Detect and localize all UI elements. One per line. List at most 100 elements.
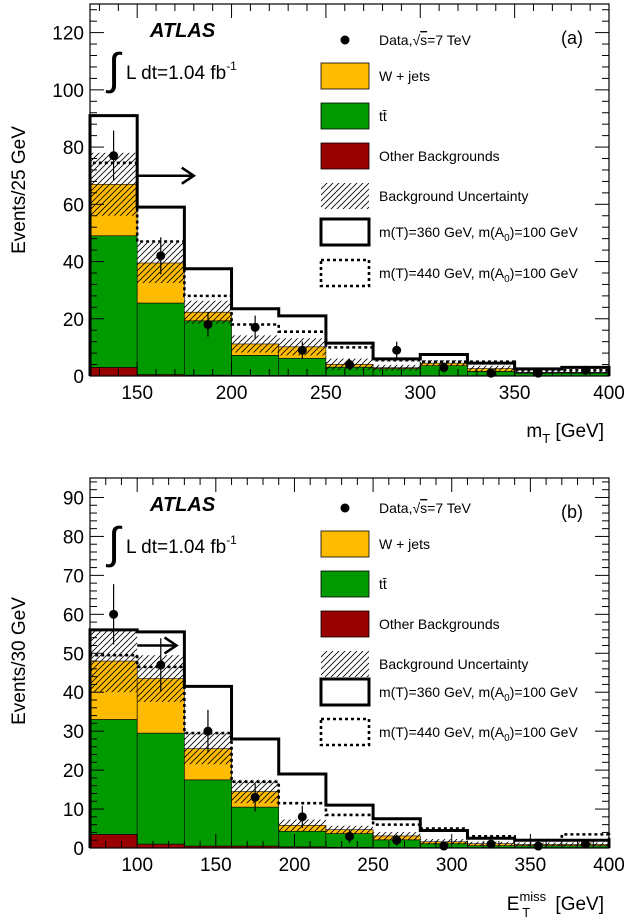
a-unc-band-3	[231, 335, 279, 353]
b-legend-other-label: Other Backgrounds	[379, 616, 500, 632]
a-integral-sign: ∫	[105, 45, 123, 94]
a-legend-ttbar-label: tt̄	[379, 108, 387, 124]
b-legend-wjets-swatch	[320, 530, 370, 558]
b-x-axis-label: Emiss T [GeV]	[507, 889, 604, 920]
b-legend-unc-label: Background Uncertainty	[379, 656, 528, 672]
a-ytick-label: 60	[63, 195, 84, 216]
a-ytick-label: 20	[63, 310, 84, 331]
b-stack-1-bar-3	[231, 806, 280, 847]
a-xtick-label: 400	[593, 383, 625, 404]
b-ytick-label: 40	[63, 683, 84, 704]
b-lumi-label: L dt=1.04 fb-1	[126, 533, 237, 558]
b-plot-frame	[89, 477, 610, 849]
a-data-point-10	[580, 365, 590, 375]
b-data-point-7	[439, 841, 449, 851]
b-stack-1-bar-2	[184, 779, 232, 847]
b-ytick-label: 70	[63, 566, 84, 587]
b-data-point-10	[580, 839, 590, 849]
b-legend-sig360-label: m(T)=360 GeV, m(A0)=100 GeV	[379, 684, 578, 704]
a-legend-data-marker	[340, 35, 350, 45]
a-legend-sig360-swatch	[319, 217, 371, 247]
b-data-point-9	[533, 841, 543, 851]
a-legend-unc-swatch	[321, 183, 369, 209]
b-signal-440-line	[88, 653, 611, 848]
b-stack-1-bar-1	[136, 732, 185, 845]
a-legend-data-label: Data,√s=7 TeV	[379, 32, 472, 48]
a-data-point-8	[486, 368, 496, 378]
a-legend-wjets-swatch	[320, 62, 370, 90]
b-atlas-label: ATLAS	[149, 494, 216, 516]
a-unc-band-2	[184, 300, 232, 324]
a-stack-1-bar-1	[136, 302, 185, 375]
a-legend-sig360-label: m(T)=360 GeV, m(A0)=100 GeV	[379, 224, 578, 244]
a-unc-band-6	[373, 364, 421, 371]
b-legend-sig440-label: m(T)=440 GeV, m(A0)=100 GeV	[379, 724, 578, 744]
b-legend-sig360-swatch	[319, 677, 371, 707]
b-data-point-4	[297, 812, 307, 822]
a-data-point-7	[439, 362, 449, 372]
a-legend-wjets-label: W + jets	[379, 68, 430, 84]
a-ytick-label: 80	[63, 138, 84, 159]
a-stack-1-bar-0	[89, 235, 138, 368]
a-legend-ttbar-swatch	[320, 102, 370, 130]
a-stack-0-bar-0	[89, 367, 138, 377]
b-cut-arrow-head	[163, 636, 179, 655]
a-data-point-1	[156, 251, 166, 261]
b-ytick-label: 90	[63, 488, 84, 509]
a-stack-1-bar-3	[231, 355, 280, 376]
a-legend-other-swatch	[320, 142, 370, 170]
b-y-axis-label: Events/30 GeV	[9, 597, 30, 725]
b-legend-wjets-label: W + jets	[379, 536, 430, 552]
b-legend-ttbar-swatch	[320, 570, 370, 598]
a-legend-sig440-label: m(T)=440 GeV, m(A0)=100 GeV	[379, 265, 578, 285]
b-ytick-label: 10	[63, 800, 84, 821]
panel-b-met: 100 150 200 250 300 350 400 0 10 20 30 40 50 60 70 80 90…	[9, 477, 625, 920]
b-ytick-label: 30	[63, 722, 84, 743]
b-xtick-label: 200	[279, 855, 311, 876]
a-xtick-label: 150	[121, 383, 153, 404]
b-xtick-label: 150	[200, 855, 232, 876]
b-xtick-label: 250	[357, 855, 389, 876]
a-plot-frame	[89, 3, 610, 377]
b-legend-data-label: Data,√s=7 TeV	[379, 500, 472, 516]
a-x-axis-label: mT [GeV]	[526, 421, 604, 446]
a-legend-other-label: Other Backgrounds	[379, 148, 500, 164]
b-data-point-3	[250, 792, 260, 802]
b-ytick-label: 20	[63, 761, 84, 782]
b-ytick-label: 80	[63, 527, 84, 548]
a-data-point-9	[533, 368, 543, 378]
b-xtick-label: 350	[515, 855, 547, 876]
b-data-point-2	[203, 726, 213, 736]
a-xtick-label: 300	[404, 383, 436, 404]
a-data-point-6	[392, 345, 402, 355]
a-signal-360-line	[88, 114, 611, 376]
a-ytick-label: 40	[63, 253, 84, 274]
a-xtick-label: 250	[310, 383, 342, 404]
b-data-point-5	[345, 831, 354, 841]
a-atlas-label: ATLAS	[149, 20, 216, 42]
a-data-point-0	[109, 151, 119, 161]
b-data-point-0	[109, 609, 119, 619]
b-integral-sign: ∫	[105, 519, 123, 568]
b-legend-ttbar-label: tt̄	[379, 576, 387, 592]
a-panel-label: (a)	[561, 28, 583, 48]
a-stack-1-bar-4	[278, 357, 327, 376]
a-lumi-label: L dt=1.04 fb-1	[126, 59, 237, 84]
b-xtick-label: 300	[436, 855, 468, 876]
b-ytick-label: 50	[63, 644, 84, 665]
a-unc-band-8	[467, 365, 515, 372]
b-xtick-label: 100	[121, 855, 153, 876]
b-data-point-6	[392, 835, 402, 845]
b-legend-unc-swatch	[321, 651, 369, 677]
a-cut-arrow-head	[181, 166, 197, 185]
b-panel-label: (b)	[561, 502, 583, 522]
a-legend-sig440-swatch	[319, 258, 371, 288]
b-legend-sig440-swatch	[319, 717, 371, 747]
a-ytick-label: 0	[73, 367, 84, 388]
b-legend-data-marker	[340, 503, 350, 513]
a-data-point-3	[250, 322, 260, 332]
a-legend-unc-label: Background Uncertainty	[379, 188, 528, 204]
panel-a-mt: 150 200 250 300 350 400 0 20 40 60 80 100 120 mT [GeV…	[9, 3, 625, 446]
a-xtick-label: 350	[499, 383, 531, 404]
